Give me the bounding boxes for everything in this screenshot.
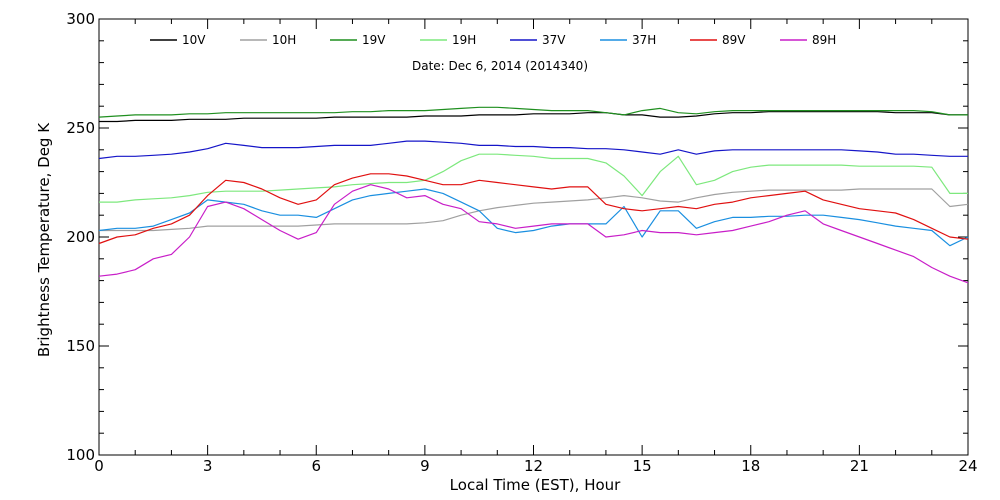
series-line-19h <box>99 153 968 203</box>
x-tick-label: 3 <box>203 457 213 475</box>
chart-subtitle-date: Date: Dec 6, 2014 (2014340) <box>412 59 588 73</box>
legend-label-37v: 37V <box>542 33 566 47</box>
legend-label-10h: 10H <box>272 33 296 47</box>
legend-label-89v: 89V <box>722 33 746 47</box>
legend-label-10v: 10V <box>182 33 206 47</box>
series-line-37h <box>98 188 969 247</box>
x-tick-label: 0 <box>94 457 104 475</box>
plot-axes: 100 150 200 250 300 0 3 6 9 12 15 18 21 24 <box>66 10 977 475</box>
y-tick-label: 150 <box>66 337 95 355</box>
legend-label-19h: 19H <box>452 33 476 47</box>
y-tick-label: 250 <box>66 119 95 137</box>
series-line-89v <box>98 173 969 245</box>
legend-label-19v: 19V <box>362 33 386 47</box>
x-tick-label: 6 <box>311 457 321 475</box>
series-line-10h <box>99 188 969 232</box>
series-line-19v <box>98 106 968 118</box>
plot-frame <box>98 18 969 456</box>
legend-label-37h: 37H <box>632 33 656 47</box>
series-line-37v <box>98 140 968 160</box>
y-tick-label: 200 <box>66 228 95 246</box>
x-tick-label: 15 <box>633 457 652 475</box>
series-lines <box>98 106 969 284</box>
legend: 10V 10H 19V 19H 37V 37H 89V 89H <box>150 33 836 47</box>
x-tick-label: 24 <box>958 457 977 475</box>
x-axis-title: Local Time (EST), Hour <box>450 476 621 494</box>
series-line-89h <box>98 184 969 284</box>
y-tick-label: 100 <box>66 446 95 464</box>
x-tick-label: 9 <box>420 457 430 475</box>
legend-label-89h: 89H <box>812 33 836 47</box>
y-tick-label: 300 <box>66 10 95 28</box>
x-tick-label: 12 <box>524 457 543 475</box>
x-tick-label: 18 <box>741 457 760 475</box>
x-tick-label: 21 <box>850 457 869 475</box>
series-line-10v <box>99 111 968 123</box>
y-axis-title: Brightness Temperature, Deg K <box>35 122 53 357</box>
